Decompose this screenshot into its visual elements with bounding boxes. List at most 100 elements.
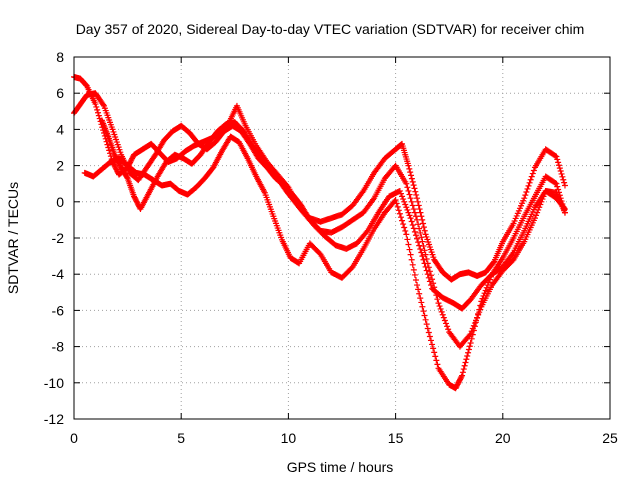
data-point: [407, 195, 414, 202]
data-point: [416, 290, 423, 297]
data-point: [560, 176, 567, 183]
data-point: [395, 207, 402, 214]
data-point: [406, 212, 413, 219]
data-point: [408, 172, 415, 179]
data-point: [490, 259, 497, 266]
data-point: [415, 286, 422, 293]
data-point: [410, 266, 417, 273]
data-point: [411, 228, 418, 235]
data-point: [412, 232, 419, 239]
data-point: [415, 239, 422, 246]
y-tick-label: -10: [44, 375, 64, 391]
data-point: [417, 229, 424, 236]
data-point: [430, 345, 437, 352]
data-point: [529, 170, 536, 177]
data-point: [92, 101, 99, 108]
data-point: [427, 337, 434, 344]
data-point: [421, 312, 428, 319]
data-point: [408, 175, 415, 182]
data-point: [557, 168, 564, 175]
data-point: [483, 284, 490, 291]
data-point: [410, 206, 417, 213]
data-point: [534, 209, 541, 216]
data-point: [404, 236, 411, 243]
data-point: [429, 341, 436, 348]
data-point: [397, 214, 404, 221]
data-point: [469, 331, 476, 338]
data-point: [409, 178, 416, 185]
data-point: [533, 212, 540, 219]
data-point: [403, 204, 410, 211]
data-point: [420, 256, 427, 263]
data-point: [522, 192, 529, 199]
data-point: [466, 343, 473, 350]
data-point: [95, 112, 102, 119]
data-point: [418, 249, 425, 256]
data-point: [422, 263, 429, 270]
y-tick-label: -6: [52, 302, 65, 318]
data-point: [409, 202, 416, 209]
data-point: [418, 234, 425, 241]
data-point: [478, 298, 485, 305]
data-point: [473, 319, 479, 326]
data-point: [95, 109, 102, 116]
data-point: [411, 185, 418, 192]
data-point: [94, 106, 101, 113]
x-tick-label: 0: [70, 430, 78, 446]
data-point: [422, 316, 429, 323]
data-point: [412, 188, 419, 195]
y-tick-label: -12: [44, 411, 64, 427]
data-point: [471, 323, 478, 330]
data-point: [423, 321, 430, 328]
data-point: [402, 227, 409, 234]
data-point: [416, 206, 423, 213]
data-point: [123, 174, 130, 181]
data-point: [435, 300, 442, 307]
data-point: [434, 361, 441, 368]
data-point: [460, 366, 467, 373]
data-point: [470, 327, 477, 334]
data-point: [418, 213, 425, 220]
y-tick-label: -4: [52, 266, 65, 282]
data-point: [555, 162, 562, 169]
x-tick-label: 10: [281, 430, 297, 446]
data-point: [414, 216, 421, 223]
data-point: [479, 295, 486, 302]
data-point: [525, 182, 532, 189]
data-point: [425, 329, 432, 336]
data-point: [436, 303, 443, 310]
data-point: [400, 196, 407, 203]
data-point: [411, 271, 418, 278]
data-point: [558, 170, 565, 177]
data-point: [552, 152, 559, 159]
data-point: [400, 221, 407, 228]
plot-frame: [73, 56, 611, 420]
data-point: [552, 179, 559, 186]
data-point: [418, 299, 425, 306]
data-point: [408, 256, 415, 263]
data-point: [419, 303, 426, 310]
data-point: [422, 251, 429, 258]
data-point: [424, 271, 431, 278]
data-point: [410, 182, 417, 189]
data-point: [439, 311, 446, 318]
data-point: [437, 305, 444, 312]
y-tick-label: -2: [52, 230, 65, 246]
data-point: [554, 183, 561, 190]
data-point: [468, 335, 475, 342]
data-point: [363, 229, 370, 236]
y-axis-label: SDTVAR / TECUs: [5, 182, 21, 294]
data-point: [393, 200, 400, 207]
data-point: [411, 209, 418, 216]
data-point: [419, 216, 426, 223]
data-point: [465, 346, 472, 353]
data-point: [464, 353, 471, 360]
data-point: [559, 173, 566, 180]
data-point: [463, 356, 470, 363]
y-tick-label: 6: [56, 85, 64, 101]
data-point: [528, 173, 535, 180]
data-point: [524, 185, 531, 192]
data-point: [482, 287, 489, 294]
data-point: [420, 220, 427, 227]
data-point: [526, 179, 533, 186]
